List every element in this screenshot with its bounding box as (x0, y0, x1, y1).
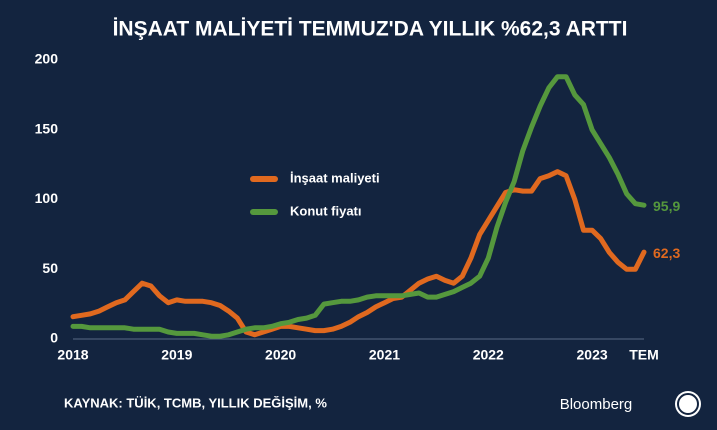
y-tick-label: 200 (35, 51, 59, 67)
y-tick-label: 100 (35, 190, 59, 206)
x-tick-label: 2021 (369, 347, 400, 363)
series-line (70, 74, 647, 339)
y-tick-label: 150 (35, 120, 59, 136)
y-tick-label: 0 (50, 330, 58, 346)
x-tick-label: TEM (629, 347, 659, 363)
value-label: 62,3 (653, 245, 680, 261)
legend-label: İnşaat maliyeti (290, 170, 380, 185)
legend-label: Konut fiyatı (290, 203, 362, 218)
y-tick-label: 50 (42, 260, 58, 276)
series-line (70, 169, 647, 338)
x-tick-label: 2019 (161, 347, 192, 363)
logo-ring (677, 393, 699, 415)
x-tick-label: 2020 (265, 347, 296, 363)
value-label: 95,9 (653, 198, 680, 214)
x-tick-label: 2023 (577, 347, 608, 363)
x-tick-label: 2018 (57, 347, 88, 363)
source: KAYNAK: TÜİK, TCMB, YILLIK DEĞİŞİM, % (64, 395, 327, 410)
x-tick-label: 2022 (473, 347, 504, 363)
chart-title: İNŞAAT MALİYETİ TEMMUZ'DA YILLIK %62,3 A… (113, 18, 628, 41)
brand: Bloomberg (560, 396, 633, 413)
